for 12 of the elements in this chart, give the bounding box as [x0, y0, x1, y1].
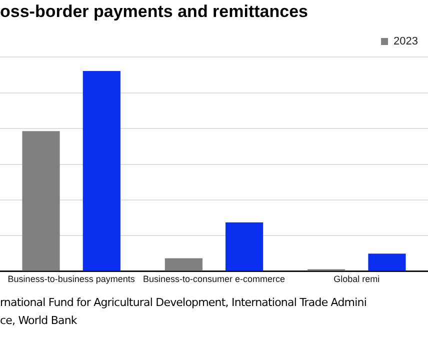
x-tick-label: Business-to-business payments [8, 274, 136, 284]
bar [226, 222, 264, 271]
chart-title: oss-border payments and remittances [0, 1, 309, 23]
x-tick-label: Global remi [334, 274, 380, 284]
bar [22, 131, 60, 271]
bar [164, 258, 202, 271]
text: ce, World Bank [0, 313, 78, 329]
bar [82, 71, 120, 271]
text: rnational Fund for Agricultural Development, International Trade Admini [0, 295, 368, 311]
x-tick-label: Business-to-consumer e-commerce [142, 274, 286, 284]
bar [368, 254, 406, 271]
legend-label: 2023 [394, 36, 418, 48]
